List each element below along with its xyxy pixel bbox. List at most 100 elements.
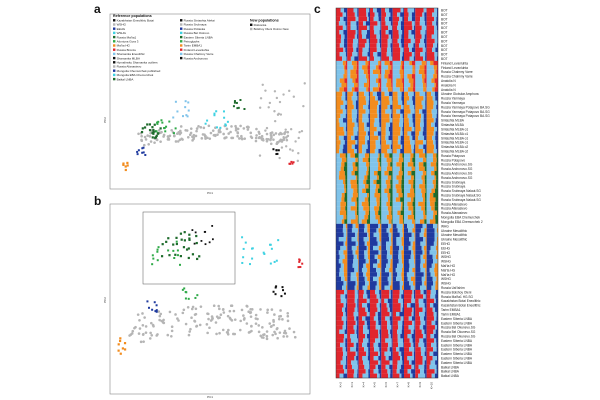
pca-point [274, 132, 278, 135]
admixture-segment [392, 96, 398, 101]
admixture-segment [434, 206, 438, 211]
admixture-segment [434, 56, 437, 61]
admixture-segment [347, 175, 356, 180]
admixture-segment [414, 259, 416, 264]
legend-entry: Russia Mal'ta1 [117, 35, 137, 39]
admixture-segment [399, 118, 404, 123]
pca-point [265, 126, 269, 130]
admixture-segment [387, 307, 390, 313]
admixture-segment [370, 289, 376, 295]
admixture-segment [366, 38, 369, 44]
admixture-segment [379, 351, 382, 357]
sample-id-cell [322, 100, 334, 106]
admixture-segment [412, 201, 416, 207]
admixture-segment [347, 135, 352, 141]
admixture-segment [370, 126, 377, 132]
admixture-segment [343, 100, 347, 106]
pca-point [263, 252, 266, 255]
admixture-segment [435, 82, 438, 88]
admixture-segment [434, 78, 438, 83]
admixture-segment [401, 188, 404, 194]
admixture-segment [396, 109, 401, 114]
admixture-segment [378, 65, 382, 70]
admixture-segment [347, 364, 352, 370]
pca-point [186, 115, 189, 118]
admixture-segment [392, 193, 399, 198]
admixture-segment [347, 148, 355, 154]
admixture-segment [339, 30, 344, 35]
admixture-row-label: Finland Levanluhta [441, 66, 468, 70]
admixture-segment [370, 188, 376, 194]
admixture-segment [391, 38, 393, 44]
admixture-segment [381, 316, 386, 321]
admixture-segment [392, 276, 397, 282]
admixture-segment [392, 162, 397, 167]
admixture-segment [336, 373, 340, 379]
pca-point [269, 325, 273, 328]
admixture-segment [355, 281, 358, 286]
admixture-segment [338, 237, 347, 242]
admixture-segment [345, 206, 348, 211]
pca-point [139, 340, 143, 344]
pca-point [148, 337, 152, 340]
admixture-segment [400, 355, 403, 361]
pca-point [170, 334, 173, 338]
admixture-segment [347, 179, 351, 185]
admixture-segment [379, 285, 382, 291]
admixture-segment [390, 289, 393, 295]
pca-point [257, 324, 261, 327]
admixture-segment [370, 338, 376, 343]
admixture-segment [368, 82, 370, 88]
admixture-segment [404, 276, 408, 282]
admixture-segment [400, 303, 404, 308]
admixture-row-label: Mongolia EBA Chemurchek [441, 216, 480, 220]
admixture-segment [402, 82, 404, 88]
pca-point [155, 310, 158, 313]
admixture-segment [346, 131, 348, 136]
admixture-segment [389, 285, 393, 291]
admixture-segment [336, 140, 341, 145]
admixture-segment [423, 113, 427, 119]
admixture-segment [426, 193, 430, 198]
admixture-segment [342, 325, 346, 330]
admixture-row-label: Mal'ta HG [441, 264, 456, 268]
admixture-segment [362, 373, 369, 379]
admixture-segment [434, 8, 438, 13]
admixture-segment [358, 25, 368, 31]
admixture-segment [424, 135, 427, 141]
admixture-segment [346, 82, 348, 88]
pca-point [233, 332, 237, 336]
admixture-row-label: BOT [441, 35, 448, 39]
admixture-segment [336, 289, 345, 295]
admixture-segment [431, 285, 436, 291]
admixture-segment [434, 333, 438, 339]
admixture-segment [347, 56, 351, 61]
sample-id-cell [322, 298, 334, 304]
admixture-segment [343, 320, 346, 326]
admixture-segment [347, 369, 355, 374]
admixture-row-label: BOT [441, 22, 448, 26]
admixture-segment [421, 245, 424, 251]
admixture-segment [392, 320, 398, 326]
admixture-segment [425, 153, 427, 158]
admixture-segment [367, 303, 370, 308]
admixture-segment [400, 8, 404, 13]
admixture-segment [358, 126, 365, 132]
admixture-segment [392, 135, 399, 141]
admixture-segment [358, 100, 367, 106]
admixture-segment [425, 184, 427, 189]
admixture-segment [355, 351, 358, 357]
admixture-segment [347, 60, 352, 66]
admixture-segment [434, 122, 438, 128]
admixture-segment [370, 56, 375, 61]
admixture-segment [370, 162, 379, 167]
admixture-segment [346, 281, 348, 286]
admixture-segment [347, 126, 354, 132]
admixture-segment [400, 56, 402, 61]
pca-point [150, 321, 153, 325]
admixture-segment [426, 175, 435, 180]
admixture-segment [415, 148, 423, 154]
admixture-segment [336, 87, 340, 92]
admixture-segment [379, 157, 382, 163]
admixture-segment [389, 100, 393, 106]
